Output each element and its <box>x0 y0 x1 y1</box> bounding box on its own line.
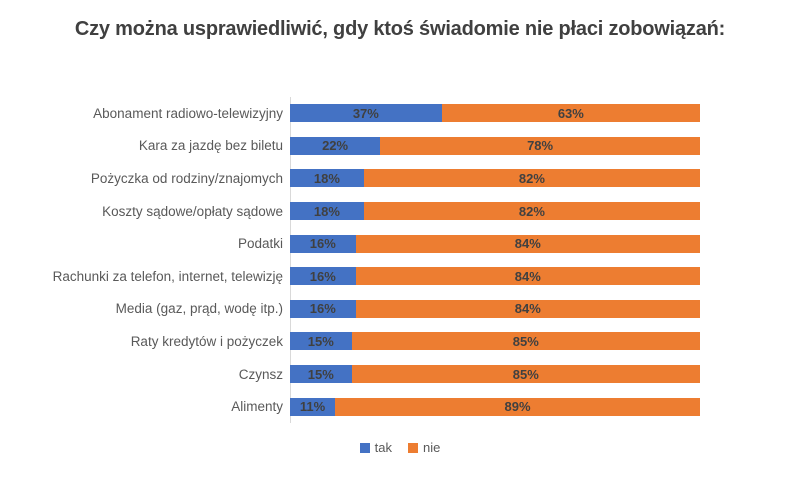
bar-value-label: 18% <box>313 170 340 186</box>
bar-segment-nie: 85% <box>351 365 700 384</box>
plot-area: Abonament radiowo-telewizyjny 37% 63% Kara … <box>0 97 800 423</box>
chart-title: Czy można usprawiedliwić, gdy ktoś świad… <box>74 18 726 40</box>
bar-track: 11% 89% <box>290 397 700 416</box>
bar-track: 15% 85% <box>290 365 700 384</box>
bar-value-label: 84% <box>514 268 541 284</box>
bar-value-label: 82% <box>518 170 545 186</box>
chart-row: Abonament radiowo-telewizyjny 37% 63% <box>0 97 800 130</box>
bar-value-label: 84% <box>514 301 541 317</box>
chart-row: Pożyczka od rodziny/znajomych 18% 82% <box>0 162 800 195</box>
bar-value-label: 37% <box>352 105 379 121</box>
bar-value-label: 16% <box>309 301 336 317</box>
bar-segment-tak: 16% <box>290 299 356 318</box>
bar-segment-tak: 15% <box>290 332 352 351</box>
bar-value-label: 15% <box>307 366 334 382</box>
chart-row: Podatki 16% 84% <box>0 227 800 260</box>
bar-value-label: 85% <box>512 366 539 382</box>
bar-segment-nie: 84% <box>355 299 700 318</box>
category-label: Alimenty <box>231 399 283 415</box>
legend-item-nie: nie <box>407 440 441 455</box>
bar-value-label: 16% <box>309 268 336 284</box>
chart-row: Koszty sądowe/opłaty sądowe 18% 82% <box>0 195 800 228</box>
bar-value-label: 89% <box>504 399 531 415</box>
legend-swatch-nie <box>407 442 418 453</box>
legend-label-nie: nie <box>422 440 441 455</box>
bar-segment-tak: 18% <box>290 202 364 221</box>
bar-track: 16% 84% <box>290 267 700 286</box>
chart-row: Czynsz 15% 85% <box>0 358 800 391</box>
category-label: Czynsz <box>238 366 283 382</box>
bar-segment-nie: 78% <box>380 136 700 155</box>
y-axis-line <box>290 97 291 423</box>
bar-track: 37% 63% <box>290 104 700 123</box>
legend: tak nie <box>0 440 800 455</box>
bar-value-label: 63% <box>557 105 584 121</box>
chart-row: Alimenty 11% 89% <box>0 390 800 423</box>
bar-value-label: 78% <box>527 138 554 154</box>
bar-segment-nie: 82% <box>363 169 700 188</box>
bar-segment-nie: 84% <box>355 234 700 253</box>
legend-label-tak: tak <box>374 440 392 455</box>
category-label: Rachunki za telefon, internet, telewizję <box>52 268 283 284</box>
bar-value-label: 84% <box>514 236 541 252</box>
bar-value-label: 18% <box>313 203 340 219</box>
bar-segment-nie: 82% <box>363 202 700 221</box>
category-label: Abonament radiowo-telewizyjny <box>93 105 283 121</box>
bar-value-label: 22% <box>322 138 349 154</box>
bar-track: 18% 82% <box>290 169 700 188</box>
bar-value-label: 11% <box>299 399 326 415</box>
chart-row: Rachunki za telefon, internet, telewizję… <box>0 260 800 293</box>
bar-value-label: 82% <box>518 203 545 219</box>
bar-segment-tak: 16% <box>290 234 356 253</box>
category-label: Podatki <box>237 236 283 252</box>
bar-segment-nie: 63% <box>441 104 700 123</box>
legend-item-tak: tak <box>359 440 392 455</box>
category-label: Koszty sądowe/opłaty sądowe <box>102 203 283 219</box>
bar-track: 16% 84% <box>290 234 700 253</box>
category-label: Media (gaz, prąd, wodę itp.) <box>115 301 283 317</box>
bar-segment-tak: 11% <box>290 397 336 416</box>
chart-row: Media (gaz, prąd, wodę itp.) 16% 84% <box>0 293 800 326</box>
bar-value-label: 85% <box>512 333 539 349</box>
bar-segment-nie: 89% <box>335 397 700 416</box>
bar-value-label: 15% <box>307 333 334 349</box>
bar-segment-nie: 85% <box>351 332 700 351</box>
category-label: Kara za jazdę bez biletu <box>138 138 283 154</box>
bar-segment-tak: 15% <box>290 365 352 384</box>
category-label: Raty kredytów i pożyczek <box>130 333 283 349</box>
bar-track: 18% 82% <box>290 202 700 221</box>
chart-row: Kara za jazdę bez biletu 22% 78% <box>0 130 800 163</box>
legend-swatch-tak <box>359 442 370 453</box>
bar-track: 22% 78% <box>290 136 700 155</box>
bar-segment-tak: 37% <box>290 104 442 123</box>
bar-segment-nie: 84% <box>355 267 700 286</box>
bar-value-label: 16% <box>309 236 336 252</box>
category-label: Pożyczka od rodziny/znajomych <box>90 170 283 186</box>
bar-segment-tak: 18% <box>290 169 364 188</box>
chart-row: Raty kredytów i pożyczek 15% 85% <box>0 325 800 358</box>
bar-track: 16% 84% <box>290 299 700 318</box>
bar-segment-tak: 22% <box>290 136 381 155</box>
bar-track: 15% 85% <box>290 332 700 351</box>
bar-segment-tak: 16% <box>290 267 356 286</box>
